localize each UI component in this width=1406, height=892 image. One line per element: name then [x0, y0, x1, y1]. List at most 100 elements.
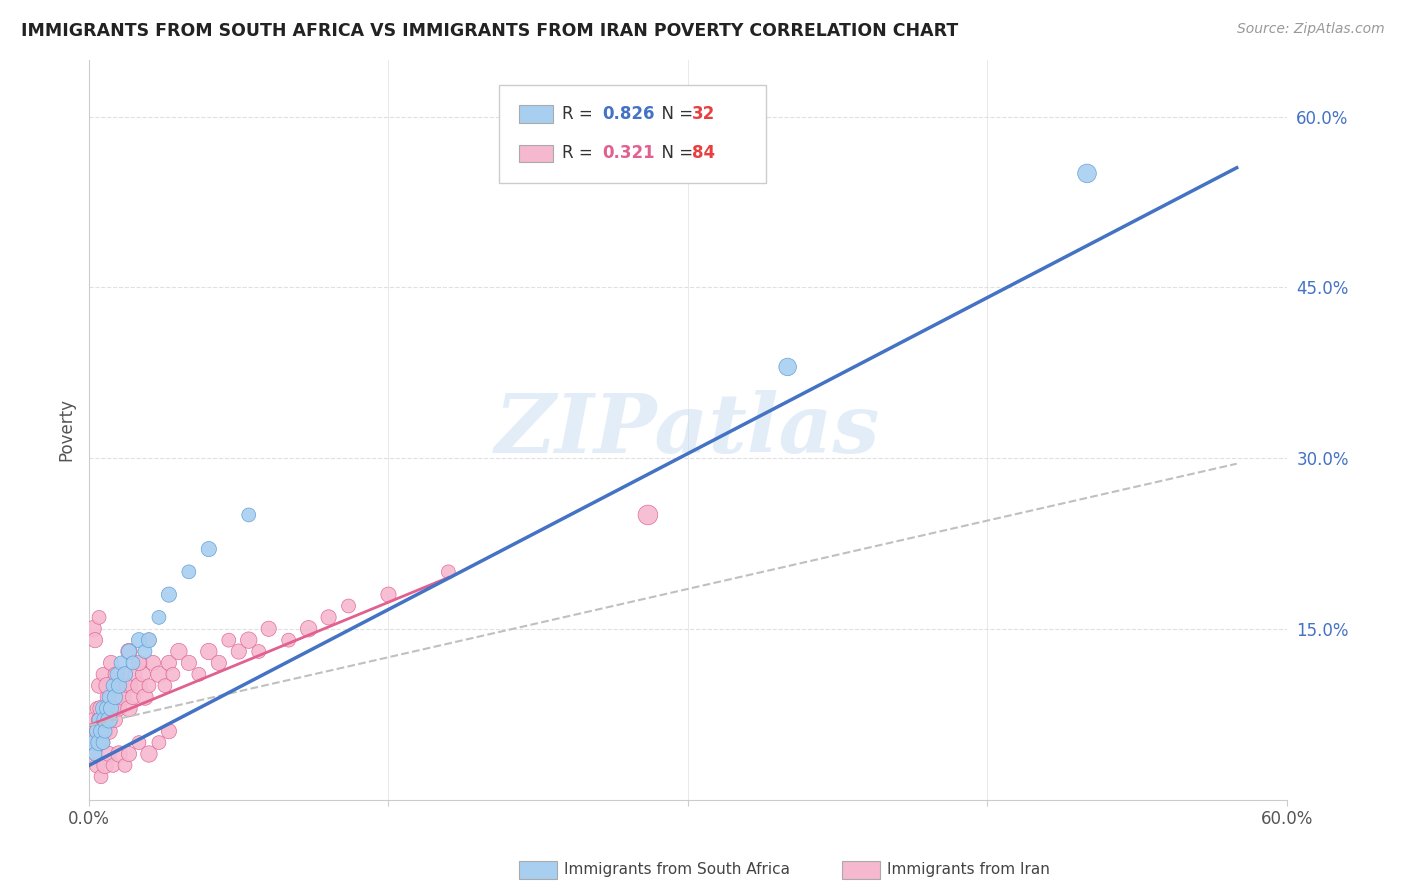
Point	[114, 667, 136, 681]
Point	[238, 508, 260, 522]
Point	[101, 758, 124, 772]
Point	[87, 713, 110, 727]
Point	[84, 633, 107, 648]
Point	[128, 656, 150, 670]
Text: ZIPatlas: ZIPatlas	[495, 390, 880, 469]
Point	[91, 736, 114, 750]
Point	[437, 565, 460, 579]
Point	[91, 701, 114, 715]
Point	[87, 713, 110, 727]
Point	[128, 736, 150, 750]
Point	[157, 724, 180, 739]
Point	[94, 724, 117, 739]
Text: 32: 32	[692, 105, 716, 123]
Point	[87, 610, 110, 624]
Text: R =: R =	[562, 105, 599, 123]
Point	[110, 679, 132, 693]
Point	[91, 713, 114, 727]
Point	[118, 644, 141, 658]
Point	[104, 690, 127, 704]
Point	[153, 679, 176, 693]
Point	[257, 622, 280, 636]
Point	[148, 736, 170, 750]
Point	[98, 747, 121, 761]
Point	[94, 713, 117, 727]
Point	[142, 656, 165, 670]
Point	[90, 701, 112, 715]
Point	[114, 758, 136, 772]
Point	[138, 633, 160, 648]
Point	[247, 644, 270, 658]
Point	[91, 736, 114, 750]
Point	[377, 588, 399, 602]
Point	[108, 701, 131, 715]
Point	[90, 724, 112, 739]
Point	[110, 656, 132, 670]
Point	[218, 633, 240, 648]
Y-axis label: Poverty: Poverty	[58, 398, 75, 461]
Point	[297, 622, 319, 636]
Point	[776, 359, 799, 374]
Text: Immigrants from South Africa: Immigrants from South Africa	[564, 863, 790, 877]
Text: IMMIGRANTS FROM SOUTH AFRICA VS IMMIGRANTS FROM IRAN POVERTY CORRELATION CHART: IMMIGRANTS FROM SOUTH AFRICA VS IMMIGRAN…	[21, 22, 959, 40]
Point	[124, 667, 146, 681]
Point	[118, 701, 141, 715]
Point	[82, 736, 104, 750]
Point	[228, 644, 250, 658]
Text: N =: N =	[651, 145, 699, 162]
Point	[86, 724, 108, 739]
Point	[80, 724, 103, 739]
Point	[122, 656, 145, 670]
Point	[90, 770, 112, 784]
Point	[98, 713, 121, 727]
Point	[96, 690, 118, 704]
Point	[87, 736, 110, 750]
Text: 0.321: 0.321	[602, 145, 654, 162]
Point	[122, 690, 145, 704]
Text: Immigrants from Iran: Immigrants from Iran	[887, 863, 1050, 877]
Point	[637, 508, 659, 522]
Point	[87, 736, 110, 750]
Point	[208, 656, 231, 670]
Point	[84, 747, 107, 761]
Point	[318, 610, 340, 624]
Point	[104, 713, 127, 727]
Point	[94, 724, 117, 739]
Point	[138, 747, 160, 761]
Point	[177, 565, 200, 579]
Point	[96, 679, 118, 693]
Point	[98, 690, 121, 704]
Text: 84: 84	[692, 145, 714, 162]
Point	[104, 667, 127, 681]
Point	[98, 724, 121, 739]
Point	[162, 667, 184, 681]
Text: N =: N =	[651, 105, 699, 123]
Point	[115, 679, 138, 693]
Text: 0.826: 0.826	[602, 105, 654, 123]
Point	[98, 701, 121, 715]
Point	[128, 679, 150, 693]
Point	[84, 747, 107, 761]
Point	[198, 542, 221, 557]
Point	[86, 701, 108, 715]
Point	[84, 713, 107, 727]
Point	[134, 644, 156, 658]
Point	[91, 667, 114, 681]
Point	[94, 758, 117, 772]
Point	[167, 644, 190, 658]
Point	[87, 679, 110, 693]
Point	[101, 679, 124, 693]
Point	[94, 701, 117, 715]
Point	[177, 656, 200, 670]
Point	[238, 633, 260, 648]
Point	[108, 679, 131, 693]
Text: R =: R =	[562, 145, 599, 162]
Point	[101, 701, 124, 715]
Point	[105, 690, 128, 704]
Point	[157, 588, 180, 602]
Point	[138, 679, 160, 693]
Point	[100, 690, 122, 704]
Point	[157, 656, 180, 670]
Point	[108, 747, 131, 761]
Point	[1076, 166, 1098, 180]
